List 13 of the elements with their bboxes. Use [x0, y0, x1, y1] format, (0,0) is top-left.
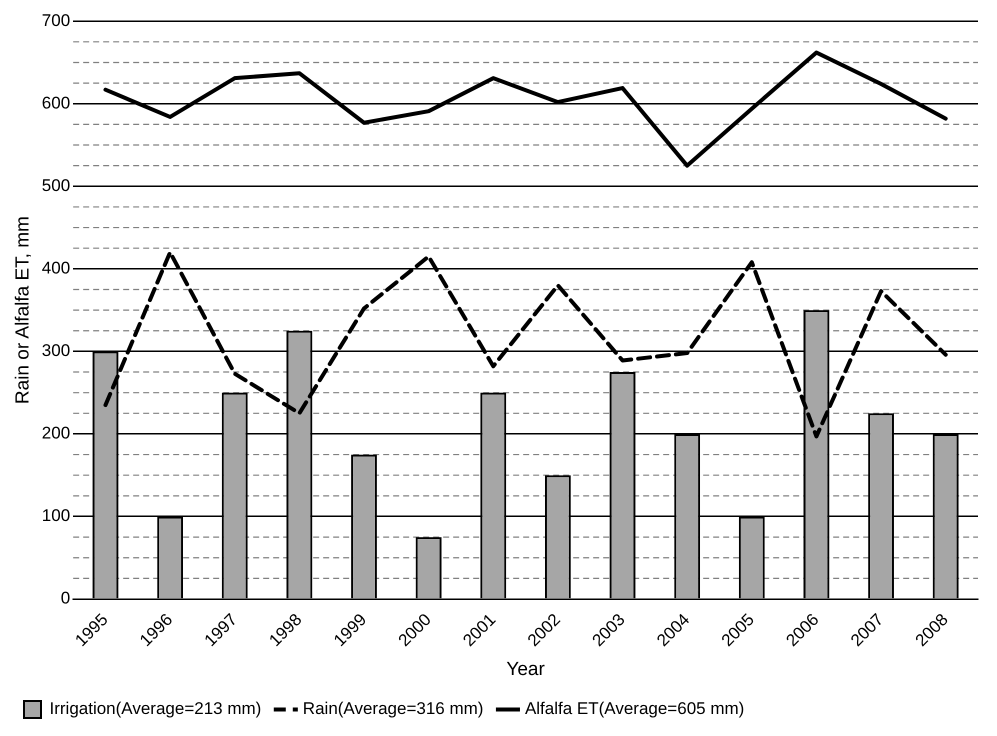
y-tick-label: 400 — [42, 258, 70, 278]
y-tick-label: 200 — [42, 424, 70, 443]
legend-label: Irrigation(Average=213 mm) — [50, 699, 262, 718]
y-tick-label: 700 — [42, 10, 70, 30]
y-tick-label: 600 — [42, 93, 70, 112]
y-tick-label: 100 — [42, 506, 70, 526]
x-axis-title: Year — [506, 658, 546, 680]
y-tick-label: 0 — [60, 588, 70, 608]
legend-label: Alfalfa ET(Average=605 mm) — [524, 699, 744, 718]
legend-label: Rain(Average=316 mm) — [302, 699, 484, 718]
y-tick-label: 500 — [42, 176, 70, 195]
y-axis-title: Rain or Alfalfa ET, mm — [12, 216, 34, 404]
y-tick-label: 300 — [42, 341, 70, 360]
